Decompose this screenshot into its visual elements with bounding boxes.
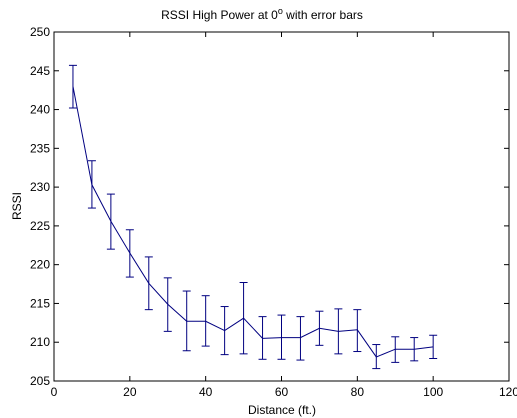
x-tick-label: 100 xyxy=(423,385,443,399)
x-tick-label: 0 xyxy=(51,385,58,399)
y-tick-label: 235 xyxy=(30,141,50,155)
x-tick-label: 80 xyxy=(351,385,365,399)
x-axis-label: Distance (ft.) xyxy=(248,403,316,417)
y-tick-label: 250 xyxy=(30,25,50,39)
y-tick-label: 245 xyxy=(30,64,50,78)
chart-title: RSSI High Power at 0o with error bars xyxy=(161,6,363,22)
y-tick-label: 215 xyxy=(30,296,50,310)
error-bar xyxy=(296,316,305,361)
series-line xyxy=(72,86,434,358)
x-tick-label: 40 xyxy=(199,385,213,399)
x-tick-label: 60 xyxy=(275,385,289,399)
x-tick-label: 20 xyxy=(123,385,137,399)
y-tick-label: 230 xyxy=(30,180,50,194)
error-bars xyxy=(68,64,438,370)
x-tick-label: 120 xyxy=(499,385,517,399)
y-tick-label: 220 xyxy=(30,258,50,272)
series-line-layer xyxy=(72,86,434,358)
y-tick-label: 210 xyxy=(30,335,50,349)
y-tick-label: 240 xyxy=(30,103,50,117)
y-tick-label: 225 xyxy=(30,219,50,233)
y-axis-label: RSSI xyxy=(10,192,24,220)
axis-ticks: 0 20 40 60 80 100 120 205 210 215 220 225 230 235 240 2… xyxy=(30,25,517,399)
y-tick-label: 205 xyxy=(30,374,50,388)
